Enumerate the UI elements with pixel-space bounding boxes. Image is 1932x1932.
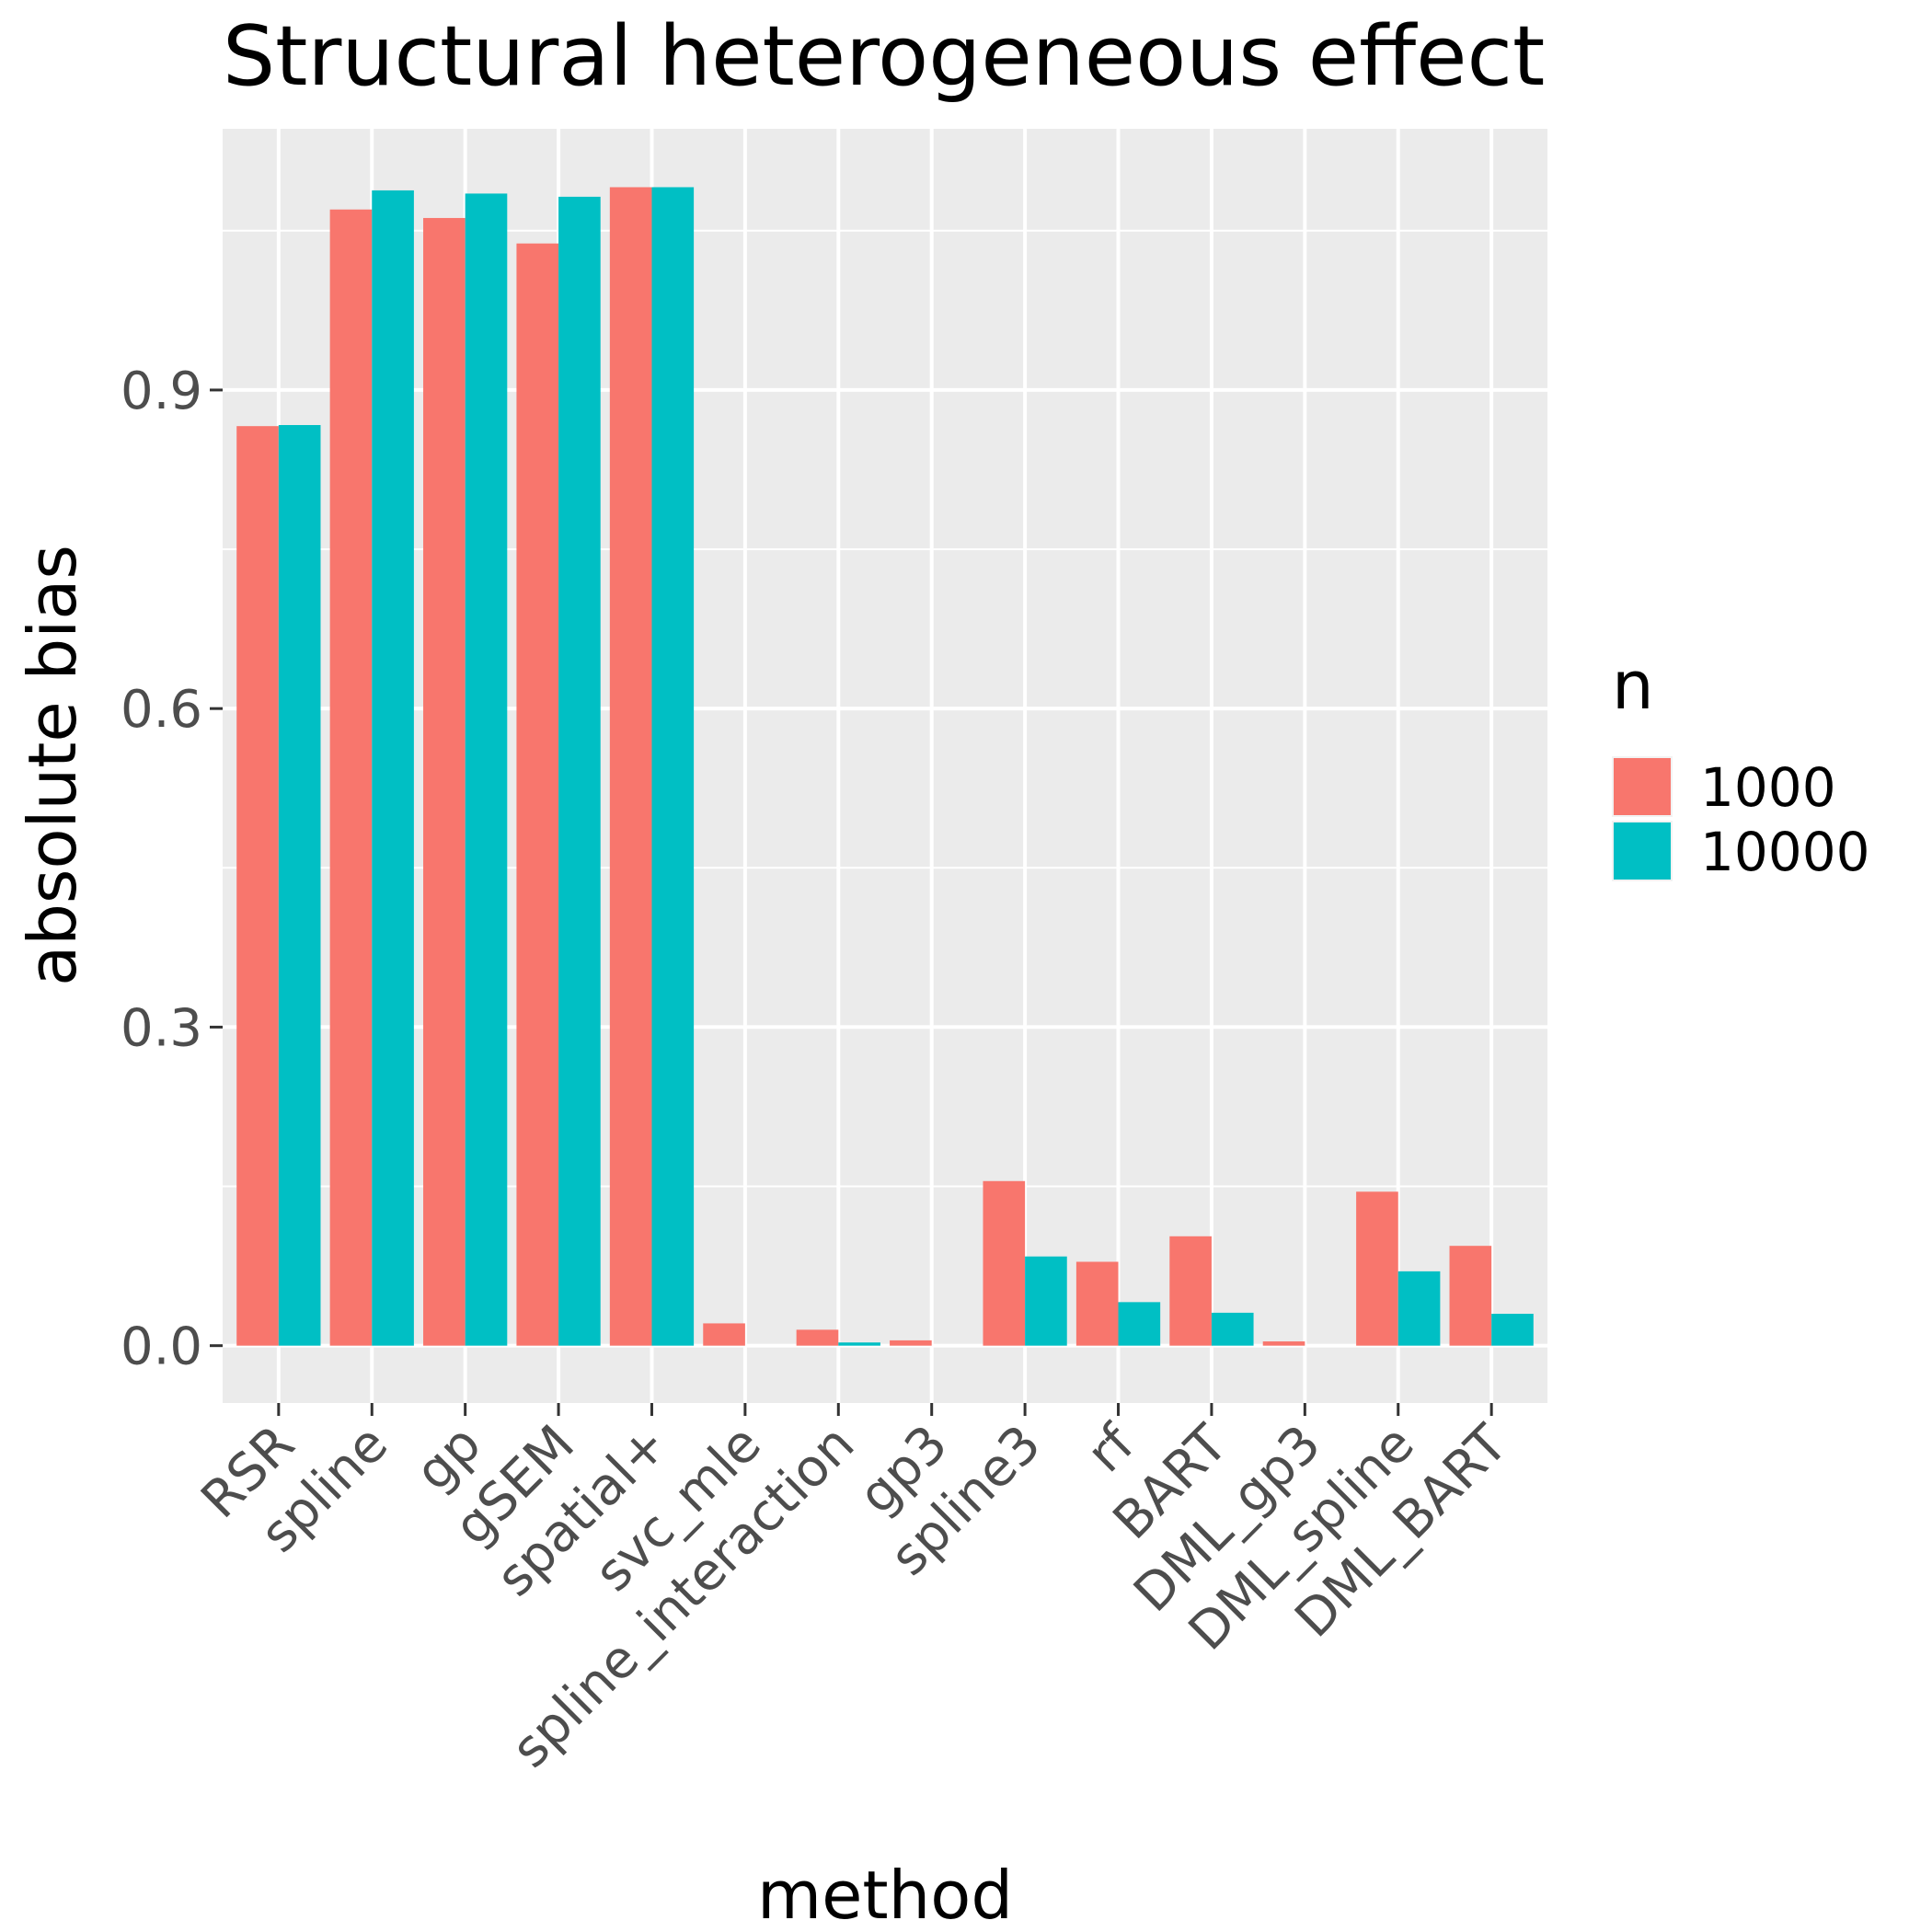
bar-RSR-1000 <box>236 426 279 1346</box>
y-tick-label: 0.3 <box>121 998 202 1058</box>
y-tick-label: 0.9 <box>121 362 202 421</box>
y-axis: 0.0 0.3 0.6 0.9 <box>121 362 223 1377</box>
legend-key-10000 <box>1614 822 1671 880</box>
bar-spline3-10000 <box>1025 1256 1067 1346</box>
plot-panel <box>223 129 1547 1403</box>
bar-gp3-1000 <box>890 1340 932 1346</box>
bar-DML_gp3-1000 <box>1262 1341 1305 1346</box>
legend-key-1000 <box>1614 758 1671 815</box>
bar-spline-1000 <box>329 209 373 1346</box>
bar-DML_BART-10000 <box>1491 1314 1534 1346</box>
bar-gSEM-1000 <box>516 243 559 1346</box>
legend-title: n <box>1612 647 1654 724</box>
bar-spline_interaction-1000 <box>796 1329 839 1346</box>
bar-rf-10000 <box>1118 1302 1161 1346</box>
y-axis-title: absolute bias <box>14 545 91 986</box>
bar-gSEM-10000 <box>558 196 601 1346</box>
y-tick-label: 0.6 <box>121 680 202 740</box>
legend-label-1000: 1000 <box>1700 756 1836 819</box>
bar-BART-10000 <box>1211 1312 1254 1346</box>
bar-spatial+-1000 <box>609 187 652 1346</box>
bar-rf-1000 <box>1075 1261 1119 1346</box>
bar-DML_BART-1000 <box>1449 1246 1492 1346</box>
chart-title: Structural heterogeneous effect <box>223 8 1545 105</box>
bars <box>236 187 1534 1346</box>
bar-spline-10000 <box>372 190 414 1346</box>
x-tick-label: rf <box>1075 1413 1146 1484</box>
x-axis-title: method <box>757 1857 1013 1932</box>
y-tick-label: 0.0 <box>121 1317 202 1377</box>
bar-svc_mle-1000 <box>703 1323 745 1346</box>
bar-spatial+-10000 <box>651 187 695 1346</box>
bar-gp-10000 <box>465 193 508 1346</box>
bar-gp-1000 <box>423 217 466 1346</box>
bar-spline3-1000 <box>983 1180 1026 1346</box>
bar-BART-1000 <box>1169 1236 1212 1346</box>
bar-DML_spline-10000 <box>1397 1271 1441 1346</box>
bar-RSR-10000 <box>278 425 321 1346</box>
bar-DML_spline-1000 <box>1356 1191 1398 1346</box>
bar-spline_interaction-10000 <box>838 1342 880 1346</box>
legend-label-10000: 10000 <box>1700 821 1870 883</box>
